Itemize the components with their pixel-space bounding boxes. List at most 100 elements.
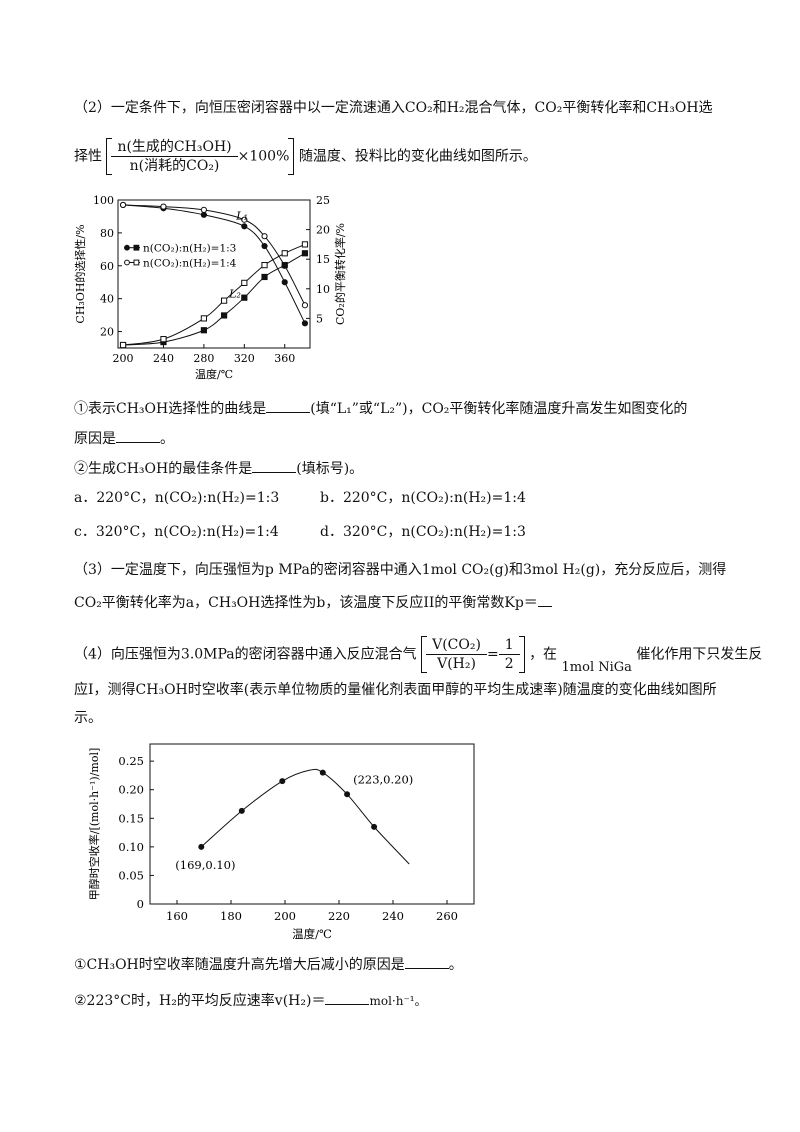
annotation-223: (223,0.20) (353, 773, 413, 787)
formula-numerator: n(生成的CH₃OH) (111, 138, 238, 157)
data-point (279, 778, 286, 785)
answer-blank[interactable] (116, 428, 160, 443)
data-point (281, 262, 288, 269)
methanol-yield-chart: 160 180 200 220 240 260 0 0.05 0.10 0.15 0.20 0.25 温… (87, 743, 475, 941)
y-tick-label: 0.20 (118, 783, 144, 797)
plot-frame (117, 199, 311, 349)
annotation-169: (169,0.10) (175, 858, 235, 872)
data-point (301, 320, 309, 327)
y2-axis-label: CO₂的平衡转化率/% (333, 223, 347, 325)
x-tick-label: 280 (193, 352, 214, 365)
data-point (344, 791, 351, 798)
catalyst-label: 1mol NiGa (561, 659, 632, 675)
legend-marker (133, 244, 140, 251)
selectivity-formula: n(生成的CH₃OH) n(消耗的CO₂) ×100% (106, 138, 295, 175)
data-point (261, 233, 268, 240)
x-tick-label: 180 (220, 909, 242, 923)
x-axis-label: 温度/℃ (195, 367, 233, 381)
data-point (281, 250, 288, 257)
q4-line2: 应Ⅰ，测得CH₃OH时空收率(表示单位物质的量催化剂表面甲醇的平均生成速率)随温… (74, 682, 717, 698)
option-d: d．320°C，n(CO₂):n(H₂)=1:3 (320, 524, 526, 540)
y2-tick-label: 15 (316, 253, 330, 266)
curve-label-L1: L₁ (235, 210, 248, 223)
y-tick-label: 80 (100, 227, 114, 240)
data-point (301, 302, 309, 309)
y-tick-label: 100 (93, 194, 114, 207)
data-point (221, 297, 228, 304)
data-point (301, 241, 309, 248)
legend-marker (124, 259, 130, 266)
data-point (200, 315, 207, 322)
q3-line1: （3）一定温度下，向压强恒为p MPa的密闭容器中通入1mol CO₂(g)和3… (74, 562, 727, 578)
y-tick-label: 0.10 (118, 840, 144, 854)
formula-denominator: n(消耗的CO₂) (129, 158, 220, 174)
plot-frame (149, 743, 475, 905)
answer-blank[interactable] (252, 458, 297, 473)
y2-tick-label: 25 (316, 194, 330, 207)
data-point (261, 262, 268, 269)
q2-sub2: ②生成CH₃OH的最佳条件是 (填标号)。 (74, 458, 760, 479)
data-point (119, 341, 127, 349)
y-tick-label: 0.15 (118, 811, 144, 825)
x-tick-label: 260 (436, 909, 458, 923)
data-point (241, 294, 248, 301)
y-tick-label: 0.25 (118, 754, 144, 768)
yield-curve (200, 768, 410, 865)
x-tick-label: 220 (328, 909, 350, 923)
y-tick-label: 0.05 (118, 868, 144, 882)
legend-marker (133, 259, 140, 266)
q2-intro-suffix: 随温度、投料比的变化曲线如图所示。 (298, 148, 537, 165)
y2-tick-label: 5 (316, 312, 323, 325)
y2-tick-label: 20 (316, 224, 330, 237)
q2-intro-line1: （2）一定条件下，向恒压密闭容器中以一定流速通入CO₂和H₂混合气体，CO₂平衡… (74, 100, 713, 116)
x-tick-label: 360 (274, 352, 295, 365)
q4-sub1: ①CH₃OH时空收率随温度升高先增大后减小的原因是。 (74, 954, 760, 975)
data-point (281, 279, 288, 286)
data-point (301, 250, 309, 257)
answer-blank[interactable] (404, 954, 449, 969)
data-point (119, 201, 127, 209)
y-axis-label: 甲醇时空收率/[(mol·h⁻¹)/mol] (87, 748, 101, 901)
x-tick-label: 160 (166, 909, 188, 923)
q3-line2: CO₂平衡转化率为a，CH₃OH选择性为b，该温度下反应II的平衡常数Kp＝ (74, 592, 760, 613)
data-point (261, 242, 268, 250)
legend-label: n(CO₂):n(H₂)=1:3 (143, 243, 236, 255)
answer-blank[interactable] (266, 398, 311, 413)
option-c: c．320°C，n(CO₂):n(H₂)=1:4 (74, 524, 279, 540)
gas-ratio-formula: V(CO₂) V(H₂) = 1 2 (421, 636, 525, 673)
y-tick-label: 40 (100, 293, 114, 306)
y-tick-label: 0 (137, 897, 144, 911)
q4-line3: 示。 (74, 710, 102, 726)
q4-sub2: ②223°C时，H₂的平均反应速率v(H₂)＝ mol·h⁻¹。 (74, 990, 760, 1011)
data-point (241, 223, 248, 230)
y2-tick-label: 10 (316, 283, 330, 296)
answer-blank[interactable] (325, 990, 370, 1005)
data-point (198, 843, 205, 850)
answer-blank[interactable] (537, 592, 552, 607)
x-tick-label: 240 (382, 909, 404, 923)
data-point (200, 327, 207, 334)
x-tick-label: 200 (113, 352, 134, 365)
q2-sub1-line2: 原因是。 (74, 428, 760, 449)
data-point (371, 823, 378, 830)
data-point (221, 312, 228, 319)
data-point (160, 336, 167, 343)
q2-intro-line2: 择性 n(生成的CH₃OH) n(消耗的CO₂) ×100% 随温度、投料比的变… (74, 138, 760, 175)
q2-sub1-line1: ①表示CH₃OH选择性的曲线是 (填“L₁”或“L₂”)，CO₂平衡转化率随温度升… (74, 398, 760, 419)
series-line (123, 204, 306, 306)
legend-marker (124, 244, 130, 251)
y-axis-label: CH₃OH的选择性/% (73, 224, 87, 323)
data-point (200, 206, 207, 213)
x-axis-label: 温度/℃ (292, 927, 332, 941)
x-tick-label: 320 (234, 352, 255, 365)
data-point (261, 273, 268, 281)
legend-label: n(CO₂):n(H₂)=1:4 (143, 257, 237, 269)
q2-intro-prefix: 择性 (74, 148, 102, 165)
x-tick-label: 200 (274, 909, 296, 923)
data-point (319, 769, 326, 776)
data-point (238, 807, 245, 814)
y-tick-label: 20 (100, 326, 114, 339)
y-tick-label: 60 (100, 260, 114, 273)
formula-suffix: ×100% (237, 148, 290, 165)
x-tick-label: 240 (153, 352, 174, 365)
